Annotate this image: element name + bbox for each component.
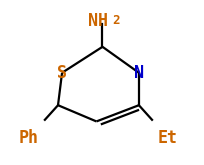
Text: Ph: Ph — [19, 130, 39, 148]
Text: Et: Et — [156, 130, 176, 148]
Text: N: N — [133, 64, 143, 82]
Text: NH: NH — [88, 12, 108, 30]
Text: 2: 2 — [111, 14, 119, 27]
Text: S: S — [57, 64, 67, 82]
